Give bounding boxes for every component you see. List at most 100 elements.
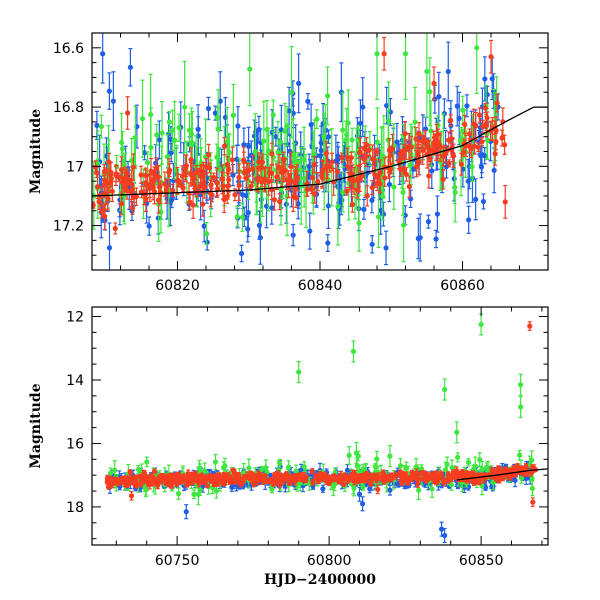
data-point — [230, 83, 237, 147]
data-point — [247, 33, 253, 107]
y-tick-label: 14 — [66, 373, 84, 389]
data-point — [460, 147, 467, 157]
data-point — [142, 475, 148, 481]
data-point — [239, 202, 245, 232]
data-point — [466, 205, 472, 234]
data-point — [301, 126, 307, 193]
data-point — [230, 467, 236, 473]
data-point — [206, 162, 213, 174]
data-point — [94, 110, 100, 141]
data-point — [353, 441, 360, 465]
data-point — [408, 135, 414, 159]
data-point — [375, 484, 381, 495]
data-point — [374, 33, 380, 100]
data-point — [300, 477, 306, 483]
data-point — [166, 110, 173, 134]
data-point — [122, 166, 128, 190]
data-point — [454, 472, 460, 480]
data-point — [530, 497, 536, 507]
x-tick-label: 60840 — [298, 278, 343, 294]
data-point — [339, 152, 345, 163]
y-axis-label: Magnitude — [28, 109, 44, 194]
data-point — [176, 113, 182, 143]
data-point — [197, 182, 203, 191]
data-point — [205, 96, 212, 121]
data-point — [125, 96, 131, 130]
data-point — [454, 85, 460, 127]
data-point — [339, 476, 346, 485]
data-point — [158, 477, 164, 485]
data-point — [307, 212, 313, 250]
data-point — [523, 463, 529, 471]
data-point — [106, 222, 113, 270]
data-point — [442, 527, 448, 544]
data-point — [323, 141, 329, 166]
data-point — [431, 66, 437, 101]
data-point — [118, 156, 125, 184]
data-point — [235, 472, 241, 478]
data-point — [176, 472, 182, 478]
data-point — [290, 223, 296, 247]
data-point — [255, 167, 261, 193]
data-point — [209, 187, 215, 203]
x-tick-label: 60860 — [440, 278, 485, 294]
data-point — [368, 480, 374, 487]
data-point — [360, 483, 366, 491]
data-point — [214, 143, 220, 171]
data-point — [416, 147, 422, 176]
data-point — [222, 472, 228, 480]
data-point — [529, 480, 536, 497]
data-point — [183, 165, 189, 181]
data-point — [326, 474, 332, 480]
data-point — [214, 107, 221, 129]
data-point — [364, 185, 370, 207]
data-point — [189, 163, 195, 187]
data-point — [102, 202, 108, 231]
data-point — [288, 46, 295, 139]
data-point — [175, 487, 182, 500]
data-point — [518, 373, 524, 396]
data-point — [211, 474, 217, 480]
data-point — [235, 106, 241, 146]
data-point — [415, 217, 421, 260]
data-point — [335, 167, 341, 246]
data-point — [129, 201, 136, 215]
data-point — [105, 478, 112, 485]
data-point — [335, 475, 341, 481]
data-point — [359, 475, 366, 483]
data-point — [458, 152, 464, 176]
data-point — [297, 155, 304, 184]
data-point — [329, 152, 335, 172]
data-point — [446, 159, 452, 168]
data-point — [440, 146, 447, 167]
data-point — [105, 483, 112, 490]
data-point — [193, 164, 199, 181]
data-point — [147, 479, 153, 490]
model-curve — [456, 468, 548, 481]
data-area — [92, 33, 548, 270]
data-point — [187, 194, 193, 210]
data-point — [375, 472, 382, 481]
data-point — [182, 60, 188, 154]
data-point — [360, 77, 366, 137]
data-point — [221, 137, 228, 156]
data-point — [359, 170, 365, 182]
data-point — [98, 114, 105, 139]
data-point — [484, 111, 490, 125]
data-point — [215, 478, 221, 487]
data-point — [224, 156, 231, 173]
x-tick-label: 60850 — [459, 553, 504, 569]
data-point — [449, 473, 455, 482]
data-point — [191, 489, 197, 500]
data-point — [172, 100, 178, 180]
data-point — [198, 472, 205, 478]
data-point — [232, 188, 238, 202]
data-point — [363, 145, 369, 167]
y-tick-label: 18 — [66, 500, 84, 516]
data-point — [282, 103, 288, 160]
data-point — [291, 170, 298, 195]
x-tick-label: 60750 — [155, 553, 200, 569]
data-point — [369, 180, 375, 196]
data-point — [422, 477, 428, 483]
data-point — [426, 475, 432, 482]
